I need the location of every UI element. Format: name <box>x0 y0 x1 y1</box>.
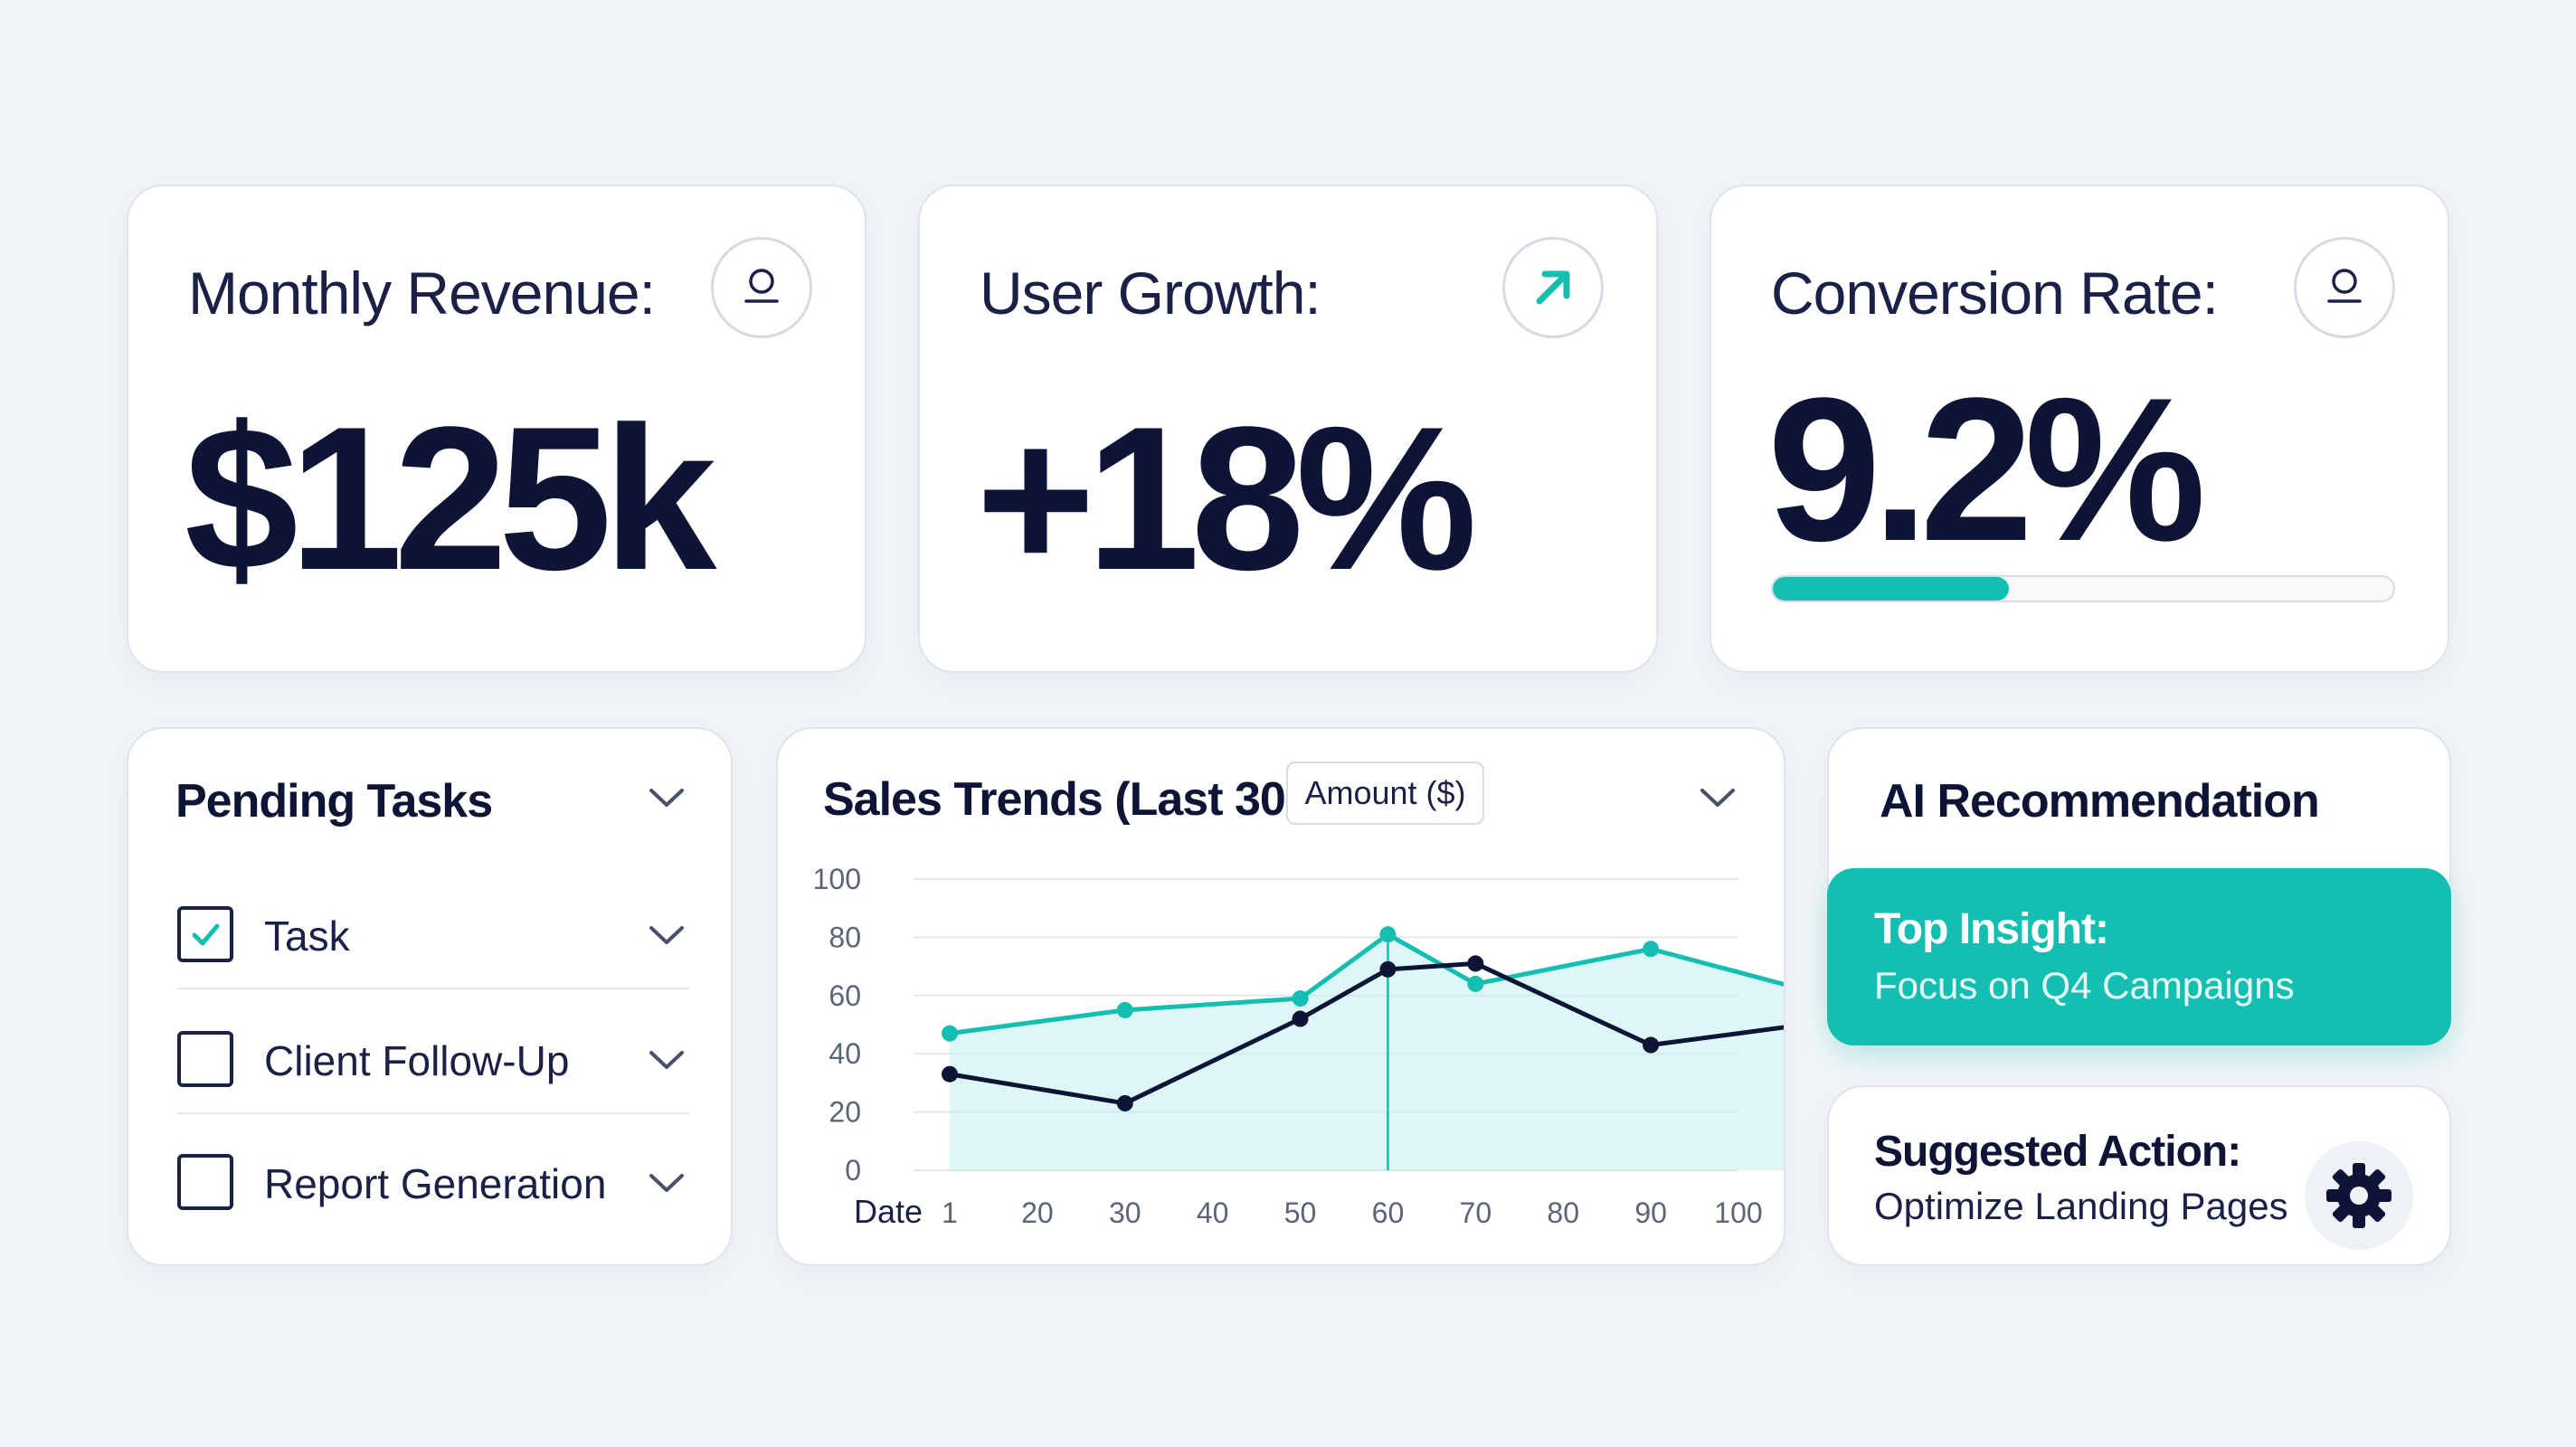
conversion-value: 9.2% <box>1767 355 2206 583</box>
y-tick-label: 100 <box>813 863 861 895</box>
user-circle-icon[interactable] <box>711 237 812 338</box>
x-tick-label: 80 <box>1547 1196 1579 1229</box>
x-tick-label: 90 <box>1634 1196 1667 1229</box>
chart-tooltip: Amount ($) <box>1286 761 1484 825</box>
x-tick-label: 50 <box>1284 1196 1317 1229</box>
suggested-action-text: Optimize Landing Pages <box>1874 1185 2288 1227</box>
x-tick-label: 30 <box>1109 1196 1141 1229</box>
y-tick-label: 20 <box>829 1096 861 1129</box>
task-checkbox[interactable] <box>177 906 233 962</box>
task-row[interactable]: Report Generation <box>177 1112 689 1235</box>
user-circle-icon[interactable] <box>2294 237 2395 338</box>
growth-title: User Growth: <box>980 260 1321 326</box>
x-tick-label: 60 <box>1372 1196 1405 1229</box>
conversion-title: Conversion Rate: <box>1771 260 2219 326</box>
data-point <box>1116 1001 1133 1018</box>
chevron-down-icon[interactable] <box>1699 787 1737 810</box>
chart-tooltip-label: Amount ($) <box>1304 774 1466 811</box>
data-point <box>942 1065 958 1083</box>
arrow-up-right-icon[interactable] <box>1502 237 1604 338</box>
data-point <box>1467 955 1484 972</box>
top-insight-panel[interactable]: Top Insight: Focus on Q4 Campaigns <box>1827 868 2451 1045</box>
x-tick-label: 100 <box>1714 1196 1762 1229</box>
task-checkbox[interactable] <box>177 1031 233 1087</box>
pending-tasks-title: Pending Tasks <box>175 775 493 828</box>
data-point <box>1643 1036 1660 1054</box>
growth-value: +18% <box>976 383 1477 612</box>
chevron-down-icon[interactable] <box>648 1172 686 1196</box>
suggested-action-card[interactable]: Suggested Action: Optimize Landing Pages <box>1827 1085 2451 1266</box>
revenue-card: Monthly Revenue: $125k <box>127 184 867 673</box>
growth-card: User Growth: +18% <box>918 184 1658 673</box>
data-point <box>1292 1010 1309 1027</box>
data-point <box>942 1025 958 1042</box>
task-label: Report Generation <box>264 1160 607 1207</box>
data-point <box>1467 975 1484 992</box>
data-point <box>1379 960 1397 978</box>
top-insight-title: Top Insight: <box>1874 905 2109 953</box>
ai-recommendation-title: AI Recommendation <box>1880 775 2320 828</box>
check-icon <box>192 923 220 946</box>
y-tick-label: 60 <box>829 979 861 1012</box>
revenue-value: $125k <box>185 383 716 612</box>
x-axis-label: Date <box>854 1193 923 1230</box>
revenue-title: Monthly Revenue: <box>188 260 656 326</box>
data-point <box>1379 926 1397 943</box>
x-tick-label: 1 <box>942 1196 958 1229</box>
task-row[interactable]: Client Follow-Up <box>177 989 689 1114</box>
task-label: Task <box>264 913 350 960</box>
y-tick-label: 0 <box>845 1154 861 1187</box>
data-point <box>1116 1094 1133 1111</box>
data-point <box>1292 990 1309 1007</box>
gear-icon[interactable] <box>2305 1141 2413 1250</box>
chevron-down-icon[interactable] <box>648 924 686 948</box>
top-insight-text: Focus on Q4 Campaigns <box>1874 964 2295 1007</box>
conversion-card: Conversion Rate: 9.2% <box>1709 184 2449 673</box>
chevron-down-icon[interactable] <box>648 1049 686 1073</box>
conversion-progress-bar <box>1771 575 2395 602</box>
y-tick-label: 40 <box>829 1037 861 1070</box>
chevron-down-icon[interactable] <box>648 787 686 810</box>
x-tick-label: 70 <box>1460 1196 1492 1229</box>
sales-trends-card: Sales Trends (Last 30 Days) 0 20 40 60 80 100… <box>776 727 1785 1266</box>
x-tick-label: 40 <box>1197 1196 1229 1229</box>
task-label: Client Follow-Up <box>264 1037 570 1084</box>
task-row[interactable]: Task <box>177 865 689 989</box>
task-checkbox[interactable] <box>177 1154 233 1210</box>
suggested-action-title: Suggested Action: <box>1874 1128 2241 1176</box>
y-tick-label: 80 <box>829 921 861 953</box>
x-tick-label: 20 <box>1021 1196 1054 1229</box>
series-area-0 <box>950 934 1784 1170</box>
pending-tasks-card: Pending Tasks Task Client Follow-Up Repo… <box>127 727 733 1266</box>
data-point <box>1643 941 1660 958</box>
conversion-progress-fill <box>1773 577 2009 601</box>
